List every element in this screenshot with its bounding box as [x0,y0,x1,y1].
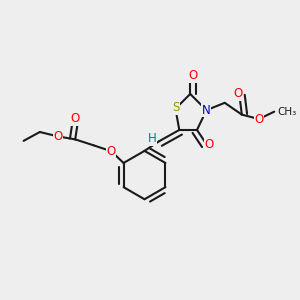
Text: CH₃: CH₃ [278,107,297,117]
Text: O: O [254,112,263,125]
Text: H: H [148,132,156,145]
Text: O: O [233,88,243,100]
Text: O: O [70,112,80,125]
Text: O: O [188,69,197,82]
Text: N: N [202,104,211,117]
Text: S: S [172,101,179,114]
Text: O: O [204,138,213,151]
Text: O: O [53,130,63,143]
Text: O: O [106,145,116,158]
